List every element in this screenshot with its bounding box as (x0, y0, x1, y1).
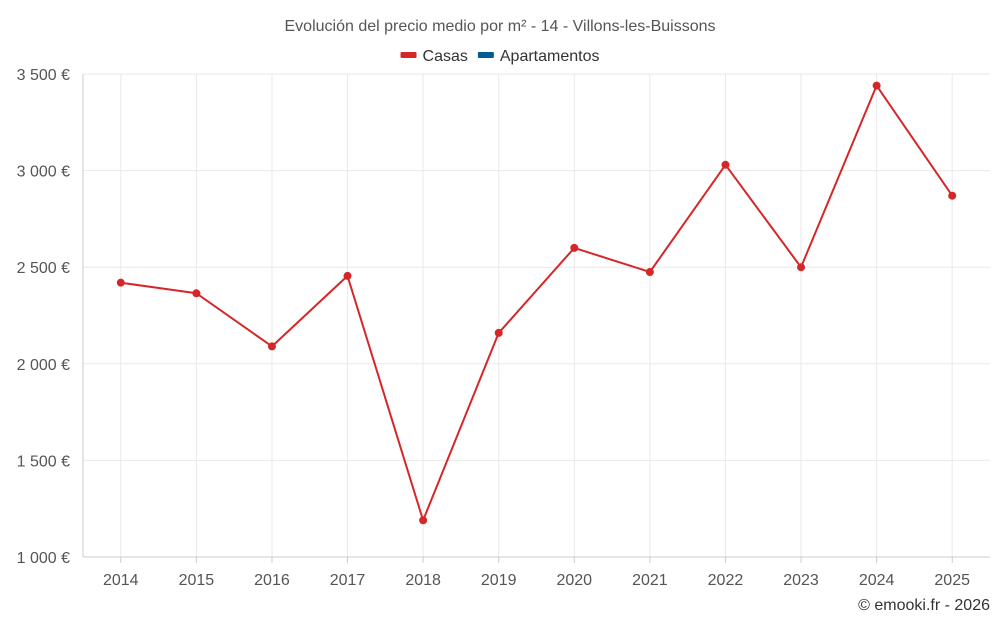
data-point (419, 516, 428, 525)
x-tick-label: 2019 (481, 572, 517, 589)
x-tick-label: 2015 (179, 572, 215, 589)
x-axis-ticks: 2014 2015 2016 2017 2018 2019 2020 2021 2022 2023… (103, 572, 970, 589)
y-axis-ticks: 1 000 € 1 500 € 2 000 € 2 500 € 3 000 € 3 500… (17, 67, 70, 567)
data-point (192, 289, 201, 298)
x-tick-label: 2017 (330, 572, 366, 589)
data-point (797, 263, 806, 272)
data-point (494, 328, 503, 337)
legend-label: Casas (423, 48, 468, 65)
data-point (116, 278, 125, 287)
y-tick-label: 3 500 € (17, 67, 70, 84)
y-tick-label: 2 000 € (17, 357, 70, 374)
data-point (872, 81, 881, 90)
x-tick-label: 2025 (934, 572, 970, 589)
chart-axes (82, 74, 990, 563)
chart-title: Evolución del precio medio por m² - 14 -… (285, 18, 716, 35)
data-point (570, 243, 579, 252)
x-tick-label: 2021 (632, 572, 668, 589)
y-tick-label: 2 500 € (17, 260, 70, 277)
data-point (948, 191, 957, 200)
x-tick-label: 2016 (254, 572, 290, 589)
legend-label: Apartamentos (500, 48, 600, 65)
data-point (721, 160, 730, 169)
chart-grid (83, 73, 990, 557)
x-tick-label: 2014 (103, 572, 139, 589)
data-point (343, 271, 352, 280)
data-point (267, 342, 276, 351)
chart-series (116, 81, 957, 525)
x-tick-label: 2024 (859, 572, 895, 589)
y-tick-label: 1 500 € (17, 453, 70, 470)
x-tick-label: 2022 (708, 572, 744, 589)
legend-swatch-casas (400, 52, 417, 58)
x-tick-label: 2023 (783, 572, 819, 589)
data-point (645, 268, 654, 277)
y-tick-label: 3 000 € (17, 164, 70, 181)
copyright-credit: © emooki.fr - 2026 (858, 597, 990, 614)
legend: Casas Apartamentos (400, 48, 600, 65)
x-tick-label: 2020 (556, 572, 592, 589)
y-tick-label: 1 000 € (17, 550, 70, 567)
legend-swatch-apartamentos (477, 52, 494, 58)
x-tick-label: 2018 (405, 572, 441, 589)
series-line-casas (120, 84, 954, 522)
